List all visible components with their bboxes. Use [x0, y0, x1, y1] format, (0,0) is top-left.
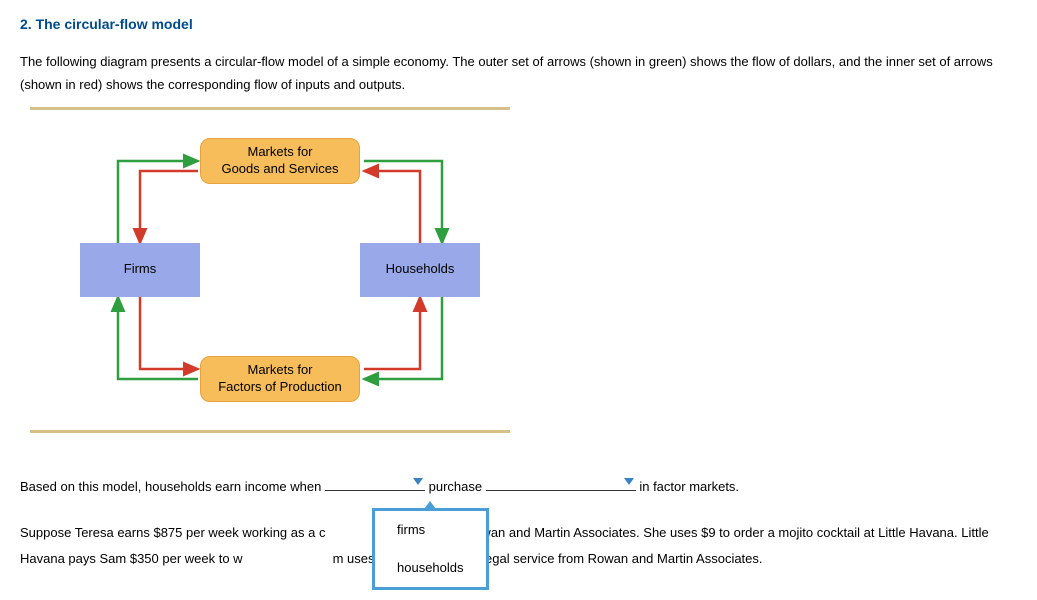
- inner-botmarket-to-households: [364, 297, 420, 369]
- node-households: Households: [360, 243, 480, 297]
- para-part1: Suppose Teresa earns $875 per week worki…: [20, 525, 325, 540]
- dropdown-blank-1[interactable]: [325, 474, 425, 491]
- circular-flow-diagram: Markets for Goods and Services Markets fo…: [30, 130, 460, 410]
- outer-topmarket-to-households: [364, 161, 442, 243]
- node-bottom_market: Markets for Factors of Production: [200, 356, 360, 402]
- outer-households-to-botmarket: [364, 297, 442, 379]
- inner-topmarket-to-firms: [140, 171, 198, 243]
- inner-households-to-topmarket: [364, 171, 420, 243]
- question-suffix: in factor markets.: [639, 479, 739, 494]
- outer-botmarket-to-firms: [118, 297, 198, 379]
- chevron-down-icon: [413, 478, 423, 485]
- scenario-paragraph: Suppose Teresa earns $875 per week worki…: [20, 520, 1017, 572]
- question-prefix: Based on this model, households earn inc…: [20, 479, 321, 494]
- fill-in-question: Based on this model, households earn inc…: [20, 473, 1017, 500]
- outer-firms-to-topmarket: [118, 161, 198, 243]
- node-firms: Firms: [80, 243, 200, 297]
- dropdown-option-households[interactable]: households: [375, 549, 486, 587]
- question-mid: purchase: [429, 479, 482, 494]
- chevron-down-icon: [624, 478, 634, 485]
- node-top_market: Markets for Goods and Services: [200, 138, 360, 184]
- dropdown-menu[interactable]: firmshouseholds: [372, 508, 489, 590]
- inner-firms-to-botmarket: [140, 297, 198, 369]
- page-title: 2. The circular-flow model: [20, 16, 1017, 32]
- dropdown-option-firms[interactable]: firms: [375, 511, 486, 549]
- diagram-container: Markets for Goods and Services Markets fo…: [30, 107, 510, 433]
- dropdown-blank-2[interactable]: [486, 474, 636, 491]
- intro-text: The following diagram presents a circula…: [20, 50, 1017, 97]
